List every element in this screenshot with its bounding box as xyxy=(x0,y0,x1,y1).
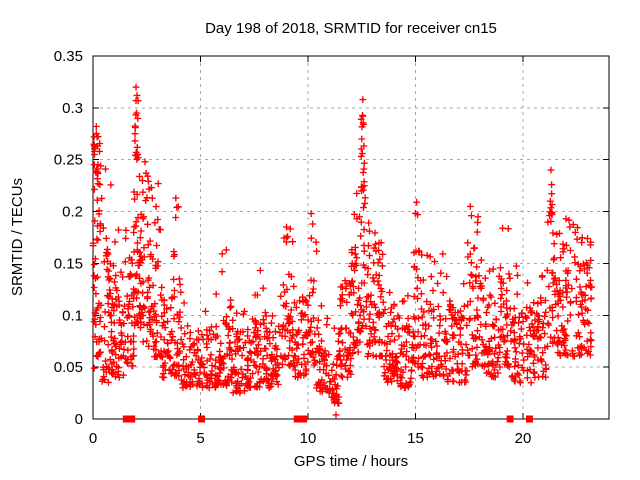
x-tick-label: 10 xyxy=(300,430,317,447)
x-tick-label: 0 xyxy=(89,430,97,447)
x-tick-label: 5 xyxy=(196,430,204,447)
y-tick-label: 0.3 xyxy=(62,100,83,117)
y-tick-label: 0.35 xyxy=(54,48,83,65)
y-tick-label: 0.05 xyxy=(54,359,83,376)
x-tick-label: 15 xyxy=(407,430,424,447)
x-axis-label: GPS time / hours xyxy=(294,453,408,470)
plot-border xyxy=(92,55,610,420)
y-tick-label: 0.1 xyxy=(62,307,83,324)
y-tick-label: 0.2 xyxy=(62,204,83,221)
y-axis-label: SRMTID / TECUs xyxy=(9,178,26,296)
tick-labels: 0 5 10 15 20 0 0.05 0.1 0.15 0.2 0.25 0.3 0.35 xyxy=(54,48,532,447)
chart-title: Day 198 of 2018, SRMTID for receiver cn1… xyxy=(205,20,497,37)
scatter-points xyxy=(89,83,596,419)
y-tick-label: 0.15 xyxy=(54,255,83,272)
y-tick-label: 0.25 xyxy=(54,152,83,169)
x-tick-label: 20 xyxy=(515,430,532,447)
flag-square-markers xyxy=(122,415,533,423)
y-tick-label: 0 xyxy=(75,411,83,428)
